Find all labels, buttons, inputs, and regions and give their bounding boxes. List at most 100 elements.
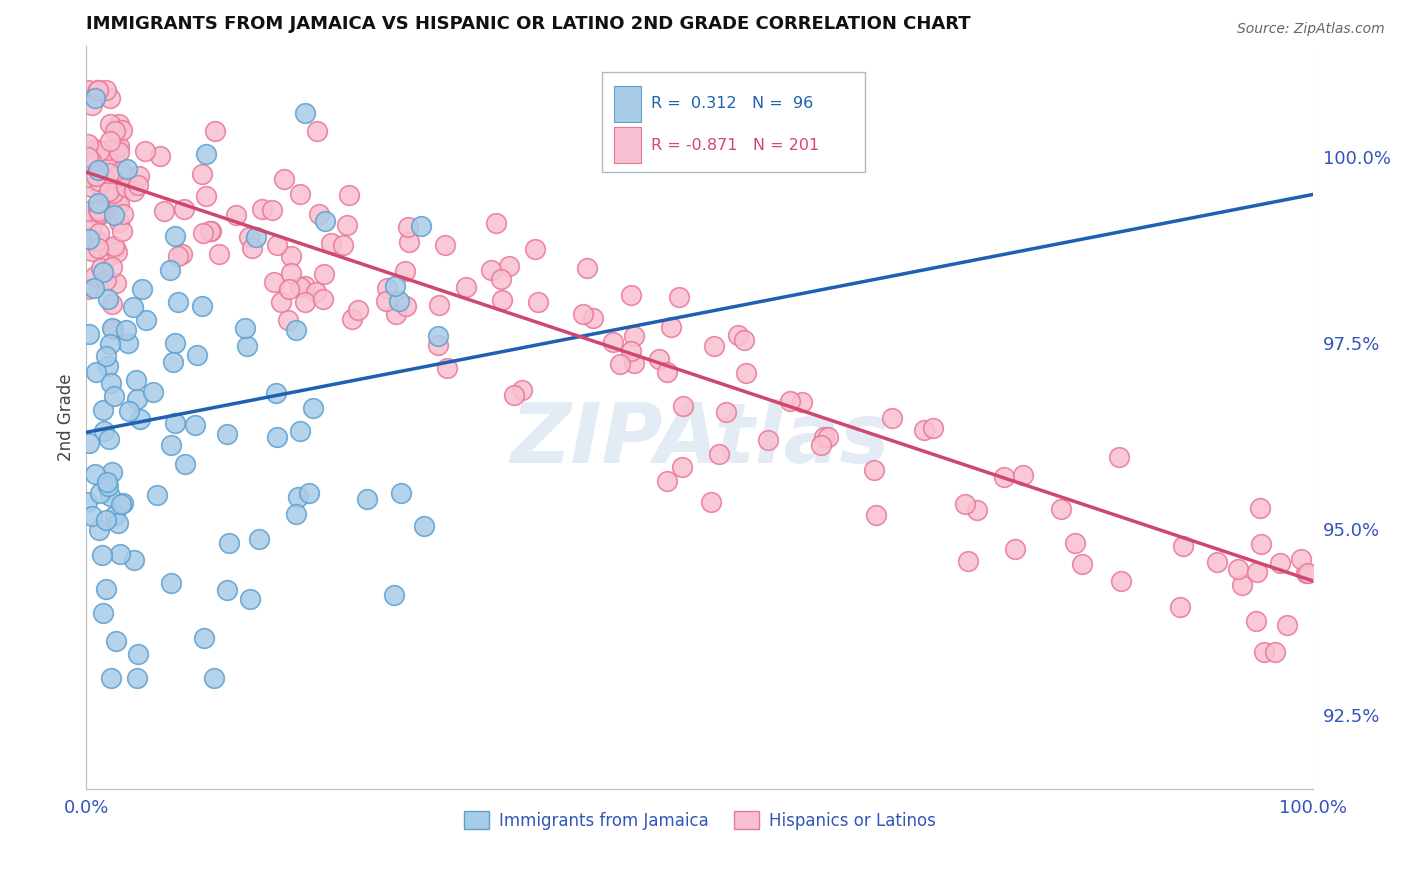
- Point: [167, 294, 190, 309]
- Point: [103, 186, 125, 201]
- Point: [527, 295, 550, 310]
- Point: [485, 216, 508, 230]
- Point: [1250, 537, 1272, 551]
- Point: [779, 393, 801, 408]
- Point: [115, 161, 138, 176]
- Point: [620, 288, 643, 302]
- Point: [76, 282, 98, 296]
- Point: [294, 295, 316, 310]
- Point: [146, 488, 169, 502]
- Point: [1070, 557, 1092, 571]
- Point: [240, 241, 263, 255]
- Point: [810, 438, 832, 452]
- Point: [87, 144, 110, 158]
- Point: [266, 430, 288, 444]
- Point: [94, 201, 117, 215]
- Point: [98, 118, 121, 132]
- Point: [278, 282, 301, 296]
- Point: [648, 351, 671, 366]
- Point: [105, 277, 128, 291]
- Point: [173, 457, 195, 471]
- Point: [245, 230, 267, 244]
- Point: [321, 235, 343, 250]
- Point: [1275, 618, 1298, 632]
- Point: [207, 247, 229, 261]
- Text: IMMIGRANTS FROM JAMAICA VS HISPANIC OR LATINO 2ND GRADE CORRELATION CHART: IMMIGRANTS FROM JAMAICA VS HISPANIC OR L…: [86, 15, 972, 33]
- Point: [79, 222, 101, 236]
- Point: [89, 206, 111, 220]
- Point: [1206, 555, 1229, 569]
- Point: [375, 294, 398, 309]
- Point: [98, 167, 121, 181]
- Point: [142, 385, 165, 400]
- Point: [273, 172, 295, 186]
- Point: [160, 437, 183, 451]
- Point: [153, 204, 176, 219]
- Point: [105, 196, 128, 211]
- Point: [87, 163, 110, 178]
- Point: [347, 302, 370, 317]
- Point: [503, 387, 526, 401]
- Point: [1264, 645, 1286, 659]
- Point: [94, 273, 117, 287]
- Point: [163, 228, 186, 243]
- Point: [215, 427, 238, 442]
- Point: [398, 235, 420, 249]
- Point: [127, 178, 149, 193]
- Point: [112, 495, 135, 509]
- Point: [115, 179, 138, 194]
- Point: [1244, 614, 1267, 628]
- Point: [108, 145, 131, 160]
- Point: [98, 91, 121, 105]
- Point: [111, 224, 134, 238]
- Text: R = -0.871   N = 201: R = -0.871 N = 201: [651, 137, 818, 153]
- Point: [668, 290, 690, 304]
- Y-axis label: 2nd Grade: 2nd Grade: [58, 374, 75, 461]
- Point: [280, 266, 302, 280]
- Point: [1246, 565, 1268, 579]
- Point: [108, 117, 131, 131]
- Point: [103, 239, 125, 253]
- Legend: Immigrants from Jamaica, Hispanics or Latinos: Immigrants from Jamaica, Hispanics or La…: [457, 805, 942, 837]
- Point: [83, 280, 105, 294]
- Point: [790, 395, 813, 409]
- Point: [1004, 541, 1026, 556]
- Point: [756, 433, 779, 447]
- Point: [84, 91, 107, 105]
- Point: [190, 167, 212, 181]
- Point: [703, 339, 725, 353]
- Point: [1227, 562, 1250, 576]
- Point: [148, 149, 170, 163]
- Point: [104, 124, 127, 138]
- Point: [659, 320, 682, 334]
- Point: [124, 185, 146, 199]
- Point: [96, 513, 118, 527]
- Point: [93, 265, 115, 279]
- Point: [336, 219, 359, 233]
- Point: [524, 242, 547, 256]
- Point: [308, 206, 330, 220]
- Point: [914, 423, 936, 437]
- Point: [163, 335, 186, 350]
- Point: [89, 486, 111, 500]
- Point: [77, 150, 100, 164]
- Point: [252, 202, 274, 216]
- Point: [396, 220, 419, 235]
- Point: [1249, 501, 1271, 516]
- Point: [575, 261, 598, 276]
- Point: [94, 83, 117, 97]
- Point: [865, 508, 887, 523]
- Point: [100, 260, 122, 274]
- Point: [107, 139, 129, 153]
- Point: [434, 238, 457, 252]
- Point: [98, 489, 121, 503]
- Point: [655, 475, 678, 489]
- Point: [305, 124, 328, 138]
- Point: [426, 328, 449, 343]
- Point: [375, 281, 398, 295]
- Point: [87, 523, 110, 537]
- Point: [77, 203, 100, 218]
- Point: [90, 260, 112, 275]
- Point: [1289, 551, 1312, 566]
- Point: [294, 278, 316, 293]
